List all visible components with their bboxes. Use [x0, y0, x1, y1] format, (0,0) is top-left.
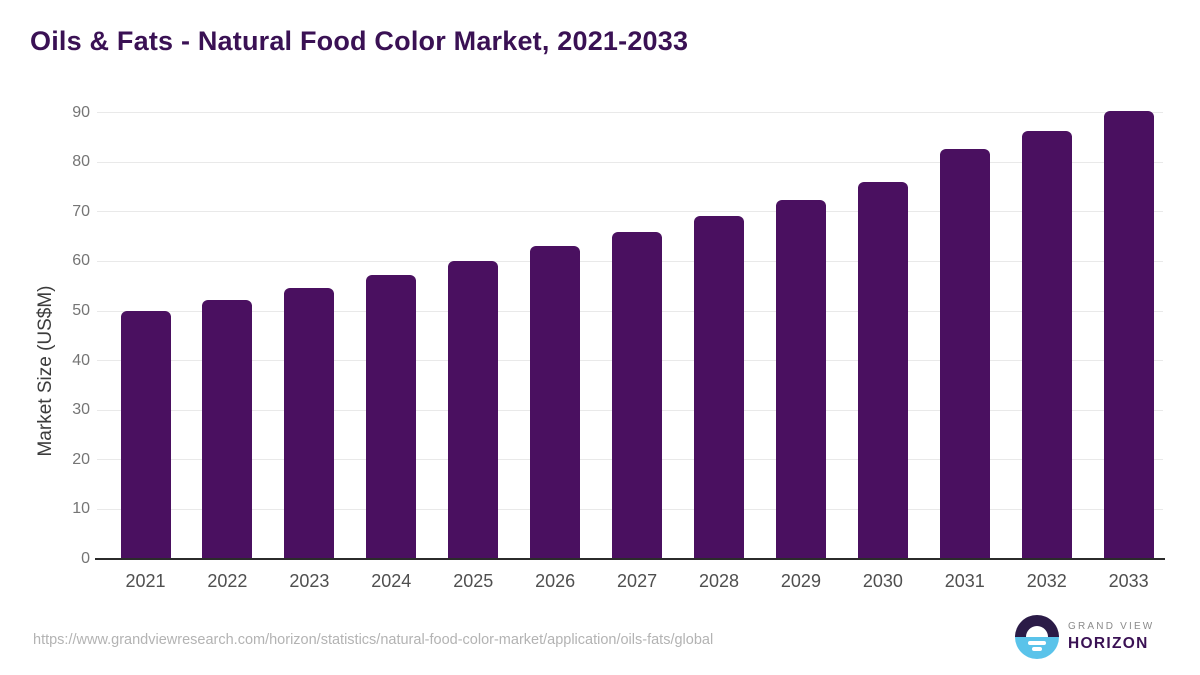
y-tick-label-20: 20 — [72, 450, 90, 468]
x-tick-label-2030: 2030 — [862, 571, 903, 591]
gridline-80 — [97, 161, 1163, 163]
x-tick-label-2029: 2029 — [780, 571, 821, 591]
bar-2022 — [202, 299, 253, 559]
bar-2026 — [530, 246, 581, 559]
gridline-70 — [97, 211, 1163, 213]
source-url: https://www.grandviewresearch.com/horizo… — [33, 632, 714, 648]
x-tick-label-2031: 2031 — [944, 571, 985, 591]
bar-2030 — [857, 182, 908, 559]
logo-wave-line — [1032, 647, 1042, 651]
x-tick-label-2025: 2025 — [453, 571, 494, 591]
x-tick-label-2022: 2022 — [207, 571, 248, 591]
brand-name-top: GRAND VIEW — [1068, 621, 1155, 632]
bar-2029 — [775, 199, 826, 559]
bar-2027 — [612, 231, 663, 559]
x-tick-label-2032: 2032 — [1026, 571, 1067, 591]
x-tick-label-2024: 2024 — [371, 571, 412, 591]
y-tick-label-80: 80 — [72, 153, 90, 171]
brand-logo: GRAND VIEW HORIZON — [1015, 615, 1154, 659]
y-tick-label-40: 40 — [72, 351, 90, 369]
x-tick-label-2033: 2033 — [1108, 571, 1149, 591]
y-tick-label-0: 0 — [81, 550, 90, 567]
bar-2033 — [1103, 111, 1154, 559]
logo-sun-dome — [1026, 626, 1048, 637]
y-tick-label-10: 10 — [72, 500, 90, 518]
y-tick-label-50: 50 — [72, 302, 90, 319]
brand-logo-text: GRAND VIEW HORIZON — [1068, 621, 1154, 653]
x-tick-label-2027: 2027 — [617, 571, 658, 591]
logo-wave-line — [1028, 641, 1046, 645]
y-tick-label-60: 60 — [72, 252, 90, 270]
bar-2023 — [284, 287, 335, 559]
x-tick-label-2026: 2026 — [535, 571, 576, 591]
bar-2025 — [448, 261, 499, 559]
chart-title: Oils & Fats - Natural Food Color Market,… — [30, 26, 689, 56]
x-axis-line — [95, 558, 1165, 560]
brand-name-bottom: HORIZON — [1068, 635, 1149, 652]
y-tick-label-70: 70 — [72, 202, 90, 220]
horizon-logo-icon — [1015, 615, 1059, 659]
y-tick-label-30: 30 — [72, 401, 90, 419]
x-tick-label-2023: 2023 — [289, 571, 330, 591]
gridline-90 — [97, 112, 1163, 114]
bar-2032 — [1021, 130, 1072, 559]
x-tick-label-2021: 2021 — [125, 571, 166, 591]
bar-2021 — [120, 311, 171, 559]
x-tick-label-2028: 2028 — [698, 571, 740, 591]
bar-2024 — [366, 274, 417, 559]
bar-2031 — [939, 149, 990, 559]
y-tick-label-90: 90 — [72, 103, 90, 121]
bar-2028 — [694, 215, 744, 559]
